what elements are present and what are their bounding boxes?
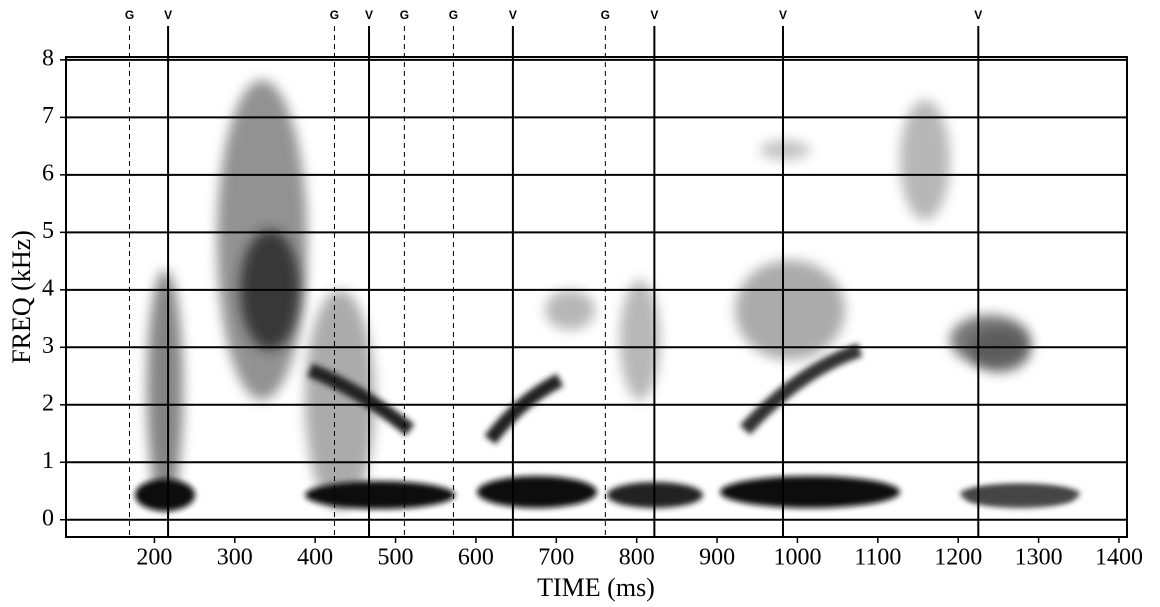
y-tick-label: 3 (42, 333, 54, 359)
event-label: G (125, 8, 134, 22)
x-tick-label: 800 (619, 545, 655, 571)
x-tick-label: 1300 (1015, 545, 1063, 571)
x-tick-label: 1400 (1095, 545, 1143, 571)
event-label: V (509, 8, 517, 22)
x-axis-label: TIME (ms) (537, 573, 655, 602)
x-tick-label: 500 (378, 545, 414, 571)
x-tick-label: 1200 (934, 545, 982, 571)
event-label: V (164, 8, 172, 22)
x-tick-label: 1000 (773, 545, 821, 571)
event-label: V (779, 8, 787, 22)
y-tick-label: 1 (42, 448, 54, 474)
spectrogram-image (135, 80, 1080, 511)
y-tick-label: 7 (42, 103, 54, 129)
x-tick-label: 700 (538, 545, 574, 571)
event-label: G (400, 8, 409, 22)
event-label: V (650, 8, 658, 22)
y-tick-label: 4 (42, 275, 54, 301)
y-tick-label: 5 (42, 218, 54, 244)
x-tick-label: 200 (136, 545, 172, 571)
event-label: V (365, 8, 373, 22)
y-tick-label: 0 (42, 505, 54, 531)
y-axis-label: FREQ (kHz) (7, 230, 36, 364)
event-label: G (601, 8, 610, 22)
x-tick-label: 600 (458, 545, 494, 571)
x-tick-label: 1100 (854, 545, 901, 571)
event-label: G (330, 8, 339, 22)
x-tick-label: 400 (297, 545, 333, 571)
event-label: G (449, 8, 458, 22)
y-tick-label: 2 (42, 390, 54, 416)
y-tick-label: 6 (42, 160, 54, 186)
plot-frame (65, 56, 1128, 538)
y-tick-label: 8 (42, 45, 54, 71)
event-label: V (974, 8, 982, 22)
x-tick-label: 300 (217, 545, 253, 571)
x-tick-label: 900 (699, 545, 735, 571)
